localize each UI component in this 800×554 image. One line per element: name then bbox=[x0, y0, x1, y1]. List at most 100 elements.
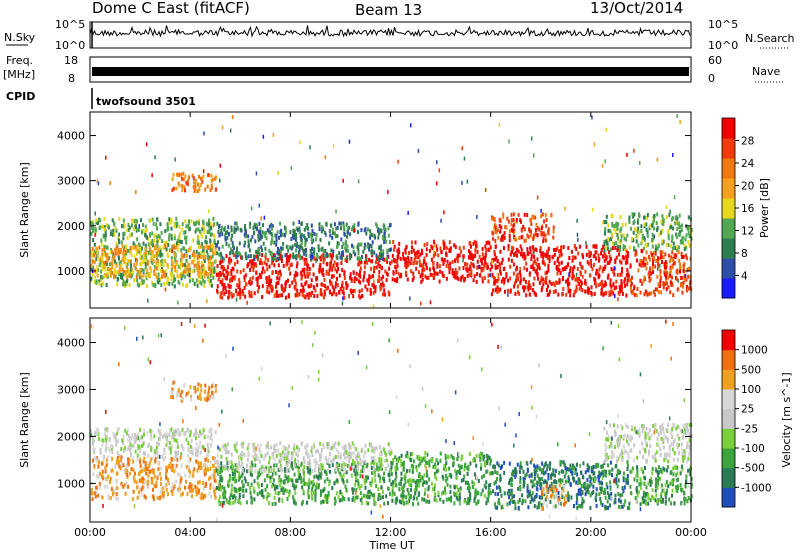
heat-cell bbox=[332, 249, 335, 254]
heat-cell bbox=[173, 222, 176, 227]
heat-cell bbox=[507, 247, 510, 252]
heat-cell bbox=[220, 461, 223, 466]
heat-cell bbox=[291, 466, 294, 471]
heat-cell bbox=[179, 239, 182, 244]
heat-cell bbox=[251, 264, 254, 269]
heat-cell bbox=[142, 273, 145, 278]
heat-cell bbox=[378, 255, 381, 260]
heat-cell bbox=[636, 220, 639, 225]
heat-cell bbox=[420, 279, 423, 284]
station-title: Dome C East (fitACF) bbox=[92, 0, 250, 17]
heat-cell bbox=[226, 461, 229, 465]
heat-cell bbox=[386, 248, 389, 253]
heat-cell bbox=[608, 293, 611, 297]
heat-cell bbox=[289, 230, 292, 235]
heat-cell bbox=[265, 262, 268, 267]
heat-cell bbox=[443, 258, 446, 262]
heat-cell bbox=[301, 292, 304, 297]
heat-speck bbox=[258, 203, 261, 208]
heat-cell bbox=[334, 231, 336, 236]
heat-cell bbox=[511, 249, 514, 254]
heat-cell bbox=[621, 291, 624, 296]
heat-cell bbox=[326, 445, 329, 450]
heat-cell bbox=[178, 224, 181, 229]
heat-cell bbox=[351, 243, 353, 248]
heat-cell bbox=[139, 256, 142, 261]
heat-cell bbox=[358, 294, 360, 299]
heat-cell bbox=[152, 222, 155, 227]
heat-cell bbox=[606, 275, 609, 280]
heat-cell bbox=[229, 277, 232, 282]
heat-cell bbox=[274, 471, 277, 476]
heat-cell bbox=[425, 266, 428, 271]
heat-cell bbox=[410, 256, 413, 261]
heat-cell bbox=[213, 478, 216, 483]
heat-cell bbox=[660, 219, 663, 224]
heat-cell bbox=[661, 214, 664, 219]
heat-cell bbox=[214, 495, 217, 500]
heat-cell bbox=[185, 479, 187, 484]
heat-cell bbox=[314, 464, 317, 469]
heat-cell bbox=[384, 450, 386, 455]
heat-cell bbox=[541, 285, 544, 290]
heat-cell bbox=[288, 255, 291, 260]
heat-cell bbox=[109, 262, 111, 267]
heat-cell bbox=[175, 186, 178, 191]
heat-cell bbox=[108, 267, 111, 272]
heat-cell bbox=[359, 469, 362, 474]
heat-cell bbox=[644, 242, 647, 247]
heat-cell bbox=[203, 252, 206, 257]
heat-cell bbox=[211, 473, 213, 478]
heat-cell bbox=[166, 227, 169, 232]
heat-cell bbox=[179, 262, 182, 267]
heat-cell bbox=[167, 492, 169, 497]
heat-cell bbox=[113, 221, 116, 226]
heat-cell bbox=[435, 271, 438, 276]
heat-cell bbox=[295, 244, 298, 249]
heat-cell bbox=[264, 246, 267, 251]
heat-cell bbox=[381, 234, 384, 239]
heat-cell bbox=[527, 282, 530, 287]
heat-cell bbox=[229, 259, 231, 264]
heat-cell bbox=[374, 289, 377, 294]
heat-cell bbox=[233, 494, 236, 498]
heat-cell bbox=[624, 245, 627, 250]
heat-cell bbox=[344, 246, 347, 250]
heat-cell bbox=[386, 256, 388, 261]
heat-cell bbox=[371, 493, 374, 498]
heat-cell bbox=[613, 272, 616, 277]
heat-cell bbox=[176, 441, 179, 446]
heat-cell bbox=[569, 288, 572, 293]
heat-cell bbox=[210, 428, 213, 433]
heat-cell bbox=[526, 247, 529, 252]
heat-cell bbox=[199, 280, 202, 285]
heat-cell bbox=[328, 482, 331, 487]
heat-cell bbox=[274, 486, 276, 491]
heat-cell bbox=[659, 284, 661, 289]
heat-cell bbox=[341, 250, 344, 255]
heat-cell bbox=[146, 262, 149, 267]
heat-cell bbox=[362, 249, 365, 254]
heat-cell bbox=[376, 228, 379, 233]
heat-cell bbox=[419, 252, 422, 257]
heat-cell bbox=[659, 255, 662, 260]
heat-cell bbox=[468, 267, 471, 272]
heat-speck bbox=[585, 240, 587, 245]
heat-cell bbox=[246, 264, 249, 269]
heat-cell bbox=[625, 237, 627, 242]
heat-cell bbox=[104, 469, 107, 474]
heat-cell bbox=[335, 491, 338, 496]
heat-cell bbox=[199, 244, 202, 249]
heat-cell bbox=[402, 256, 405, 261]
heat-cell bbox=[316, 283, 319, 288]
heat-cell bbox=[321, 269, 324, 274]
heat-cell bbox=[301, 485, 304, 490]
heat-cell bbox=[372, 497, 375, 501]
heat-cell bbox=[348, 443, 351, 448]
heat-cell bbox=[225, 269, 228, 274]
heat-cell bbox=[212, 217, 215, 221]
heat-cell bbox=[611, 221, 614, 226]
heat-cell bbox=[643, 215, 646, 220]
heat-cell bbox=[584, 289, 587, 294]
heat-cell bbox=[675, 235, 678, 239]
